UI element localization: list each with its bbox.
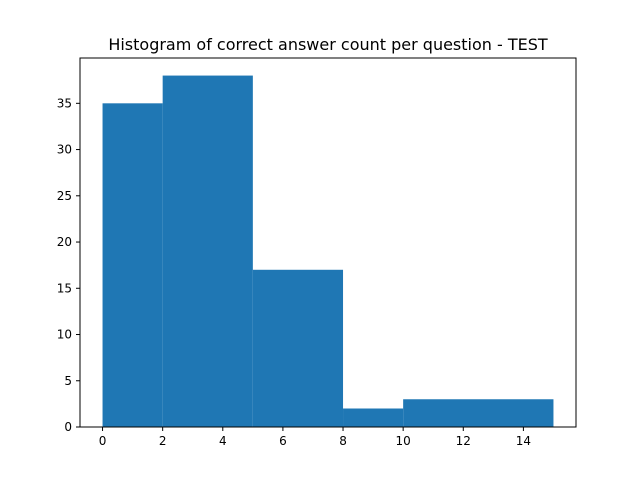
plot-frame — [79, 57, 577, 428]
y-tick-label-4: 20 — [57, 235, 72, 249]
bars-group — [102, 75, 554, 428]
histogram-bar-1 — [162, 75, 253, 428]
histogram-bar-2 — [252, 269, 344, 427]
y-tick-label-5: 25 — [57, 189, 72, 203]
y-tick-label-3: 15 — [57, 281, 72, 295]
x-tick-label-4: 8 — [339, 434, 347, 448]
chart-title: Histogram of correct answer count per qu… — [108, 35, 548, 54]
y-axis-ticks: 0 5 10 15 20 25 30 35 — [57, 96, 80, 434]
x-tick-label-1: 2 — [159, 434, 167, 448]
x-tick-label-7: 14 — [516, 434, 531, 448]
histogram-bar-0 — [102, 103, 163, 427]
y-tick-label-0: 0 — [64, 420, 72, 434]
y-tick-label-6: 30 — [57, 143, 72, 157]
histogram-bar-4 — [403, 399, 554, 427]
y-tick-label-7: 35 — [57, 96, 72, 110]
x-tick-label-5: 10 — [396, 434, 411, 448]
x-tick-label-0: 0 — [99, 434, 107, 448]
y-tick-label-2: 10 — [57, 328, 72, 342]
x-tick-label-6: 12 — [456, 434, 471, 448]
x-axis-ticks: 0 2 4 6 8 10 12 14 — [99, 427, 531, 448]
x-tick-label-3: 6 — [279, 434, 287, 448]
x-tick-label-2: 4 — [219, 434, 227, 448]
y-tick-label-1: 5 — [64, 374, 72, 388]
histogram-bar-3 — [343, 408, 404, 427]
